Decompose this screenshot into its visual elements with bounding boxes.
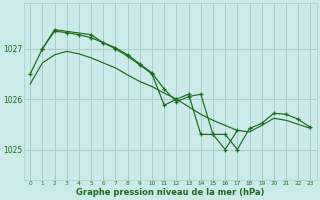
- X-axis label: Graphe pression niveau de la mer (hPa): Graphe pression niveau de la mer (hPa): [76, 188, 265, 197]
